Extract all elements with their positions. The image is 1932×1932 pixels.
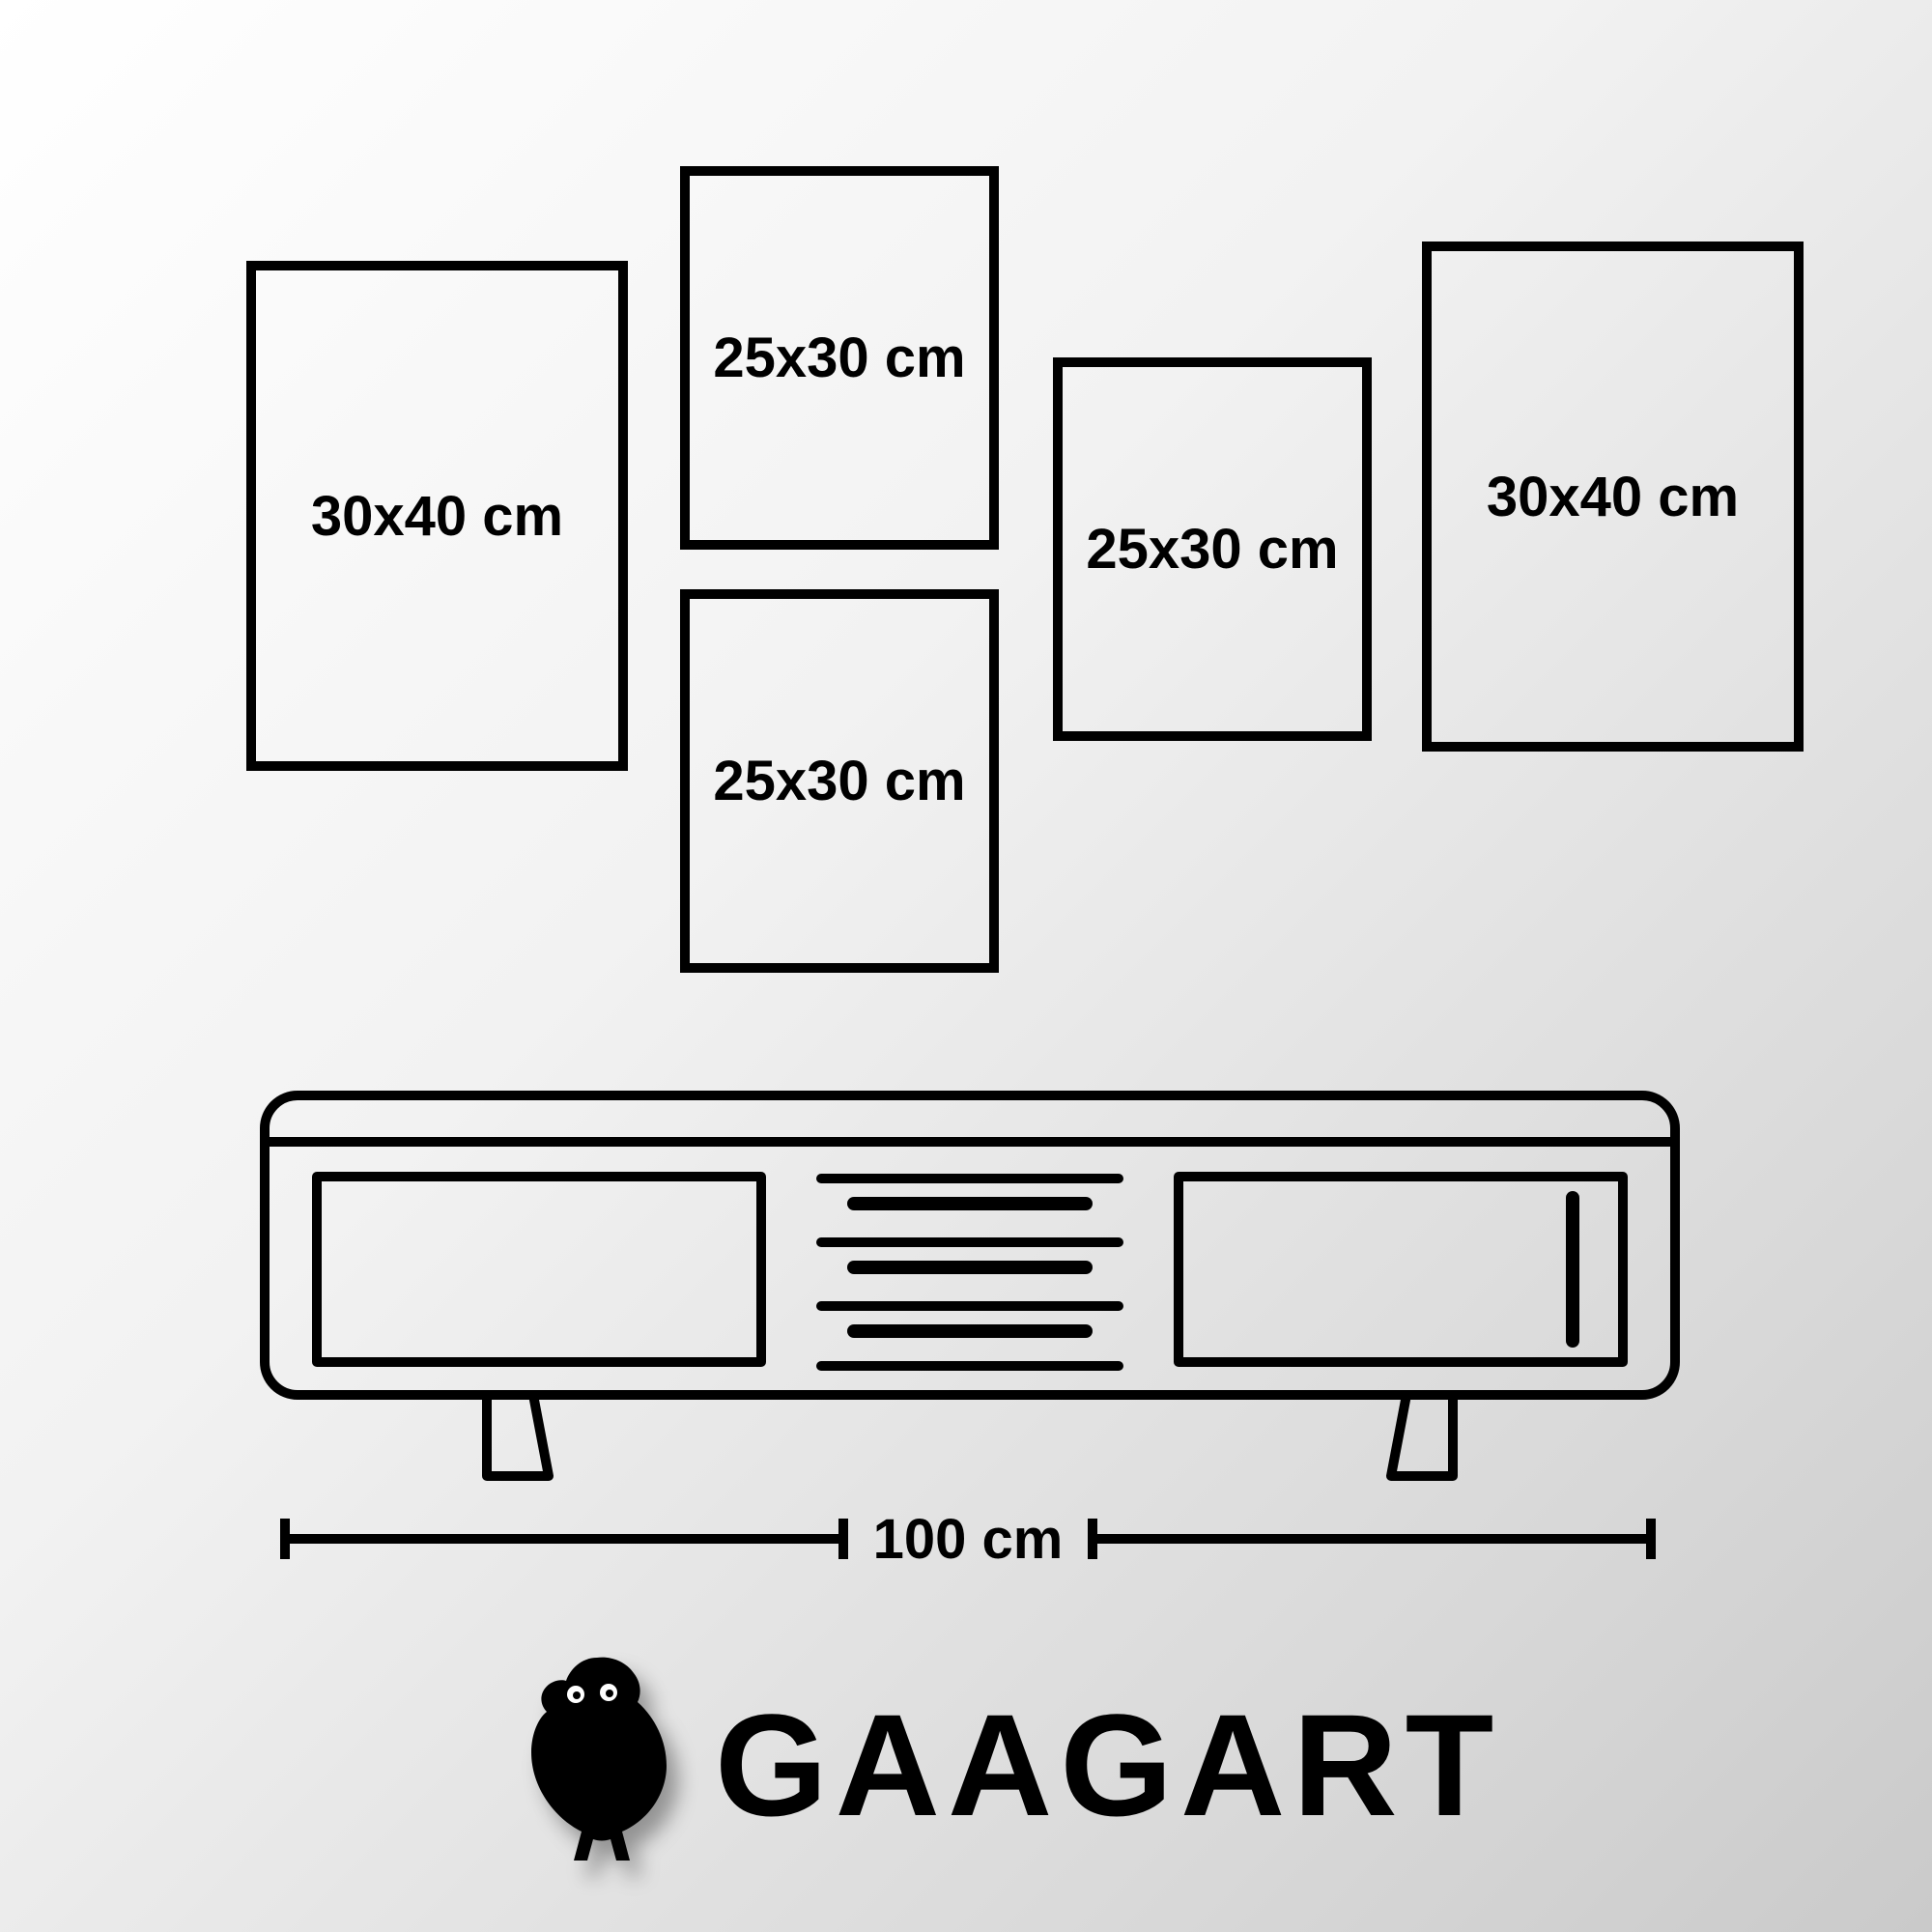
frame-4: 25x30 cm: [1053, 357, 1372, 741]
frame-4-label: 25x30 cm: [1086, 517, 1338, 582]
cabinet-drawing: [259, 1090, 1681, 1500]
dimension-line: 100 cm: [280, 1534, 1656, 1544]
crow-icon: [512, 1652, 686, 1879]
brand-logo: GAAGART: [512, 1652, 1501, 1879]
frame-2: 25x30 cm: [680, 166, 999, 550]
frame-3: 25x30 cm: [680, 589, 999, 973]
frame-3-label: 25x30 cm: [713, 749, 965, 813]
diagram-canvas: 30x40 cm 25x30 cm 25x30 cm 25x30 cm 30x4…: [0, 0, 1932, 1932]
frame-1-label: 30x40 cm: [311, 484, 563, 549]
frame-2-label: 25x30 cm: [713, 326, 965, 390]
brand-text: GAAGART: [715, 1682, 1501, 1849]
frame-5: 30x40 cm: [1422, 242, 1804, 752]
frame-1: 30x40 cm: [246, 261, 628, 771]
dimension-label: 100 cm: [873, 1507, 1064, 1572]
frame-5-label: 30x40 cm: [1487, 465, 1739, 529]
